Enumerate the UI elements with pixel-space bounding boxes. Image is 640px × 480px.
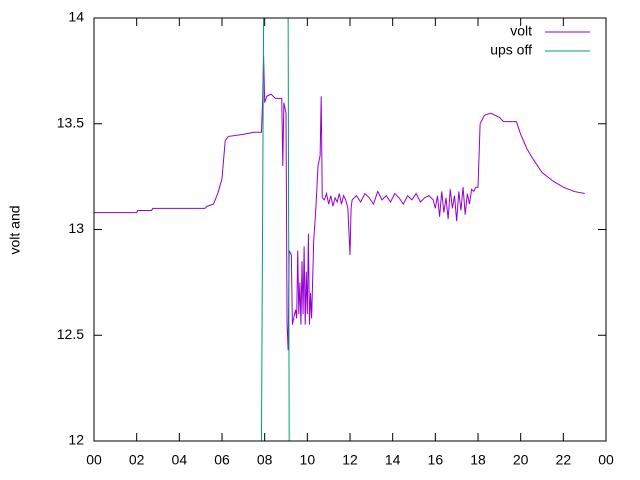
y-tick-label: 13: [68, 220, 84, 236]
x-tick-label: 10: [300, 452, 316, 468]
x-tick-label: 14: [385, 452, 401, 468]
x-tick-label: 22: [556, 452, 572, 468]
legend-label: ups off: [490, 42, 532, 58]
y-tick-label: 12: [68, 432, 84, 448]
x-tick-label: 02: [129, 452, 145, 468]
x-tick-label: 16: [428, 452, 444, 468]
x-tick-label: 18: [470, 452, 486, 468]
plot-area: [94, 18, 585, 441]
x-tick-label: 04: [172, 452, 188, 468]
x-tick-label: 00: [598, 452, 614, 468]
x-tick-label: 06: [214, 452, 230, 468]
data-line: [260, 18, 290, 441]
y-tick-label: 14: [68, 9, 84, 25]
x-tick-label: 12: [342, 452, 358, 468]
data-line: [94, 56, 585, 351]
x-tick-label: 00: [86, 452, 102, 468]
plot-border: [93, 17, 607, 442]
legend-label: volt: [510, 23, 532, 39]
y-tick-label: 12.5: [57, 326, 84, 342]
y-tick-label: 13.5: [57, 114, 84, 130]
y-axis-label: volt and: [7, 205, 23, 254]
x-tick-label: 08: [257, 452, 273, 468]
x-tick-label: 20: [513, 452, 529, 468]
